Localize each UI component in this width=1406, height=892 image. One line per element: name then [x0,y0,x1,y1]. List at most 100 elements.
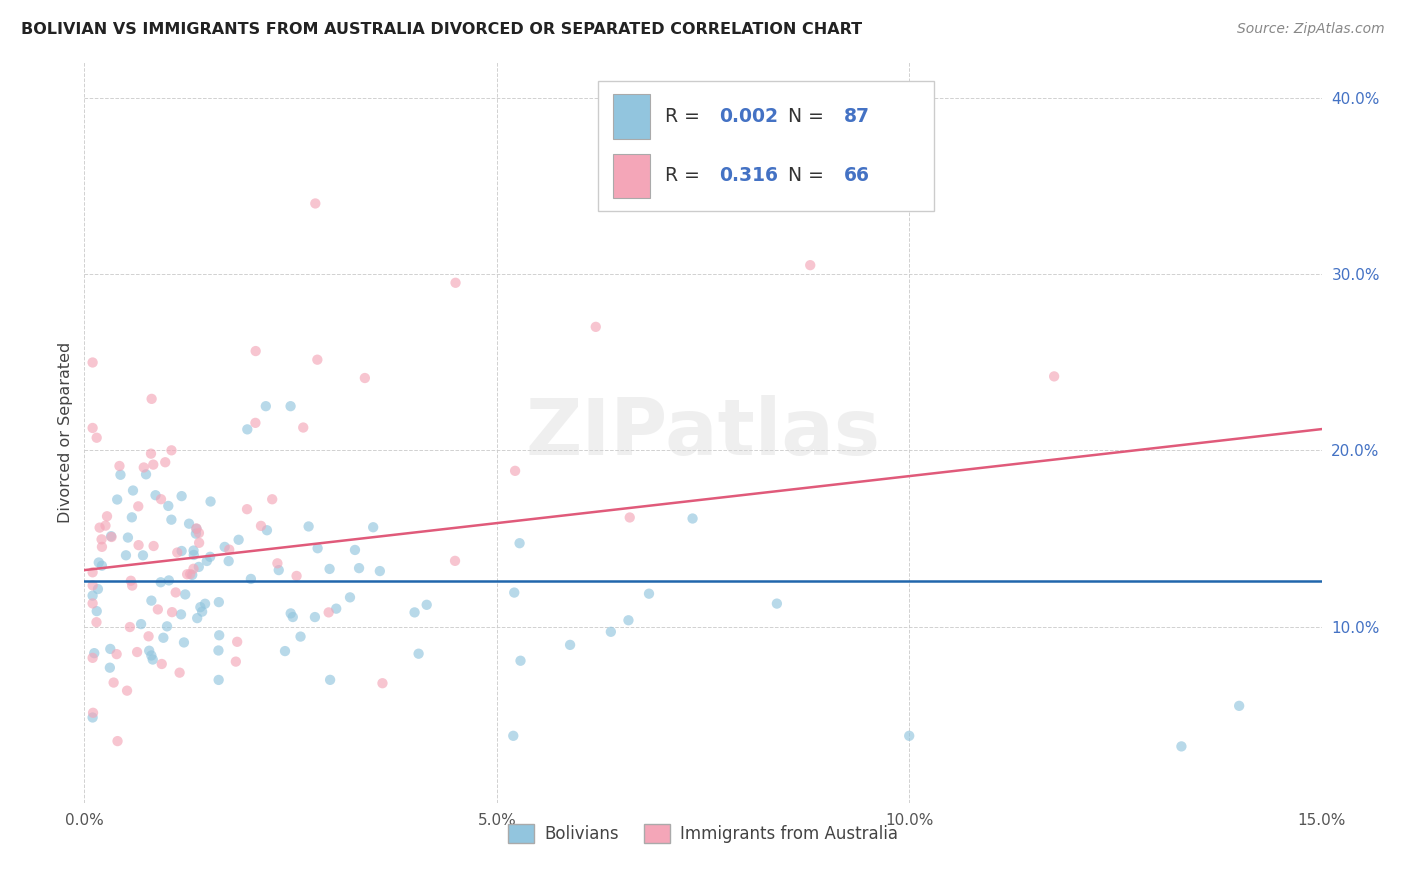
Text: 0.316: 0.316 [718,166,778,186]
Point [146,602,169,616]
Point [245,344,267,359]
Point [1043,369,1066,384]
Point [254,399,277,413]
Point [236,422,259,436]
Point [191,605,214,619]
Point [190,600,212,615]
Point [347,561,370,575]
Point [307,541,329,556]
Text: 0.002: 0.002 [718,107,778,126]
Point [132,549,155,563]
Text: 87: 87 [844,107,870,126]
Point [142,652,165,666]
Point [319,673,342,687]
Point [183,543,205,558]
Point [170,544,193,558]
Point [118,620,141,634]
Point [176,567,198,582]
Point [94,518,117,533]
Point [110,467,132,482]
Text: ZIPatlas: ZIPatlas [526,394,880,471]
Legend: Bolivians, Immigrants from Australia: Bolivians, Immigrants from Australia [501,817,905,850]
Point [343,543,366,558]
Point [152,631,174,645]
Point [250,519,273,533]
Point [82,355,104,369]
Point [404,606,426,620]
Point [354,371,377,385]
Point [141,593,163,607]
Point [170,489,193,503]
Point [214,540,236,554]
Point [239,572,262,586]
Point [150,492,173,507]
Point [139,447,162,461]
Point [157,499,180,513]
Point [142,539,165,553]
Point [91,540,114,554]
Point [444,276,467,290]
Point [195,554,218,568]
Point [245,416,267,430]
Point [181,568,204,582]
Bar [613,95,650,138]
Text: N =: N = [789,166,831,186]
Point [281,610,304,624]
Point [96,509,118,524]
Point [186,611,208,625]
Point [371,676,394,690]
Text: R =: R = [665,166,706,186]
Point [274,644,297,658]
Point [361,520,384,534]
Point [509,654,531,668]
Bar [613,153,650,198]
Point [141,648,163,663]
Point [90,558,112,573]
Point [325,601,347,615]
Point [160,605,183,619]
Point [285,569,308,583]
Point [503,464,526,478]
Point [150,657,173,671]
Point [208,673,231,687]
Point [304,196,326,211]
Point [339,591,361,605]
Text: Source: ZipAtlas.com: Source: ZipAtlas.com [1237,22,1385,37]
Point [155,455,177,469]
Point [415,598,437,612]
Point [128,538,150,552]
Point [179,567,201,582]
Point [122,483,145,498]
Point [198,549,221,564]
Point [149,575,172,590]
Point [145,488,167,502]
Point [207,643,229,657]
Point [617,613,640,627]
Point [200,494,222,508]
Point [188,536,211,550]
Point [318,562,340,576]
Point [183,548,205,562]
Point [127,500,149,514]
Point [157,574,180,588]
Point [115,683,138,698]
Point [898,729,921,743]
Point [638,587,661,601]
Point [304,610,326,624]
Point [218,554,240,568]
Point [290,630,312,644]
Point [226,635,249,649]
Point [619,510,641,524]
Point [170,607,193,622]
Point [107,734,129,748]
Point [141,392,163,406]
Point [799,258,821,272]
Point [108,458,131,473]
FancyBboxPatch shape [598,81,935,211]
Point [121,510,143,524]
Y-axis label: Divorced or Separated: Divorced or Separated [58,342,73,524]
Point [100,529,122,543]
Point [89,521,111,535]
Point [160,513,183,527]
Point [82,706,104,720]
